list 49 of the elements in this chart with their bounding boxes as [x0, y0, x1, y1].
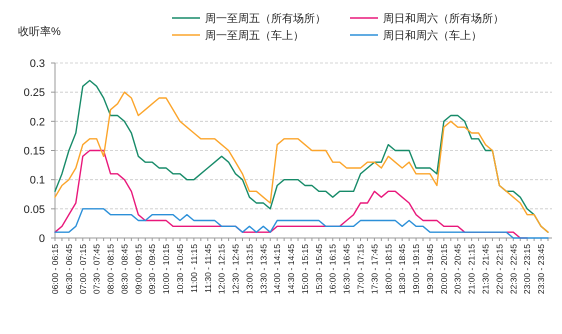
y-axis-title: 收听率%	[18, 25, 61, 38]
x-tick-label: 11:00 - 11:15	[188, 244, 199, 293]
x-tick-label: 21:00 - 21:15	[466, 244, 477, 294]
y-tick-label: 0.3	[30, 58, 45, 70]
x-tick-label: 22:30 - 22:45	[508, 244, 518, 294]
x-tick-label: 17:00 - 17:15	[356, 244, 366, 294]
legend-label: 周日和周六（车上）	[383, 29, 482, 42]
y-tick-label: 0	[38, 233, 45, 245]
x-tick-label: 10:00 - 10:15	[161, 244, 172, 294]
x-tick-label: 15:30 - 15:45	[314, 244, 324, 294]
y-tick-label: 0.15	[24, 146, 45, 158]
x-tick-label: 20:00 - 20:15	[438, 244, 449, 294]
y-tick-label: 0.2	[30, 116, 45, 128]
x-tick-label: 14:30 - 14:45	[286, 244, 296, 294]
x-tick-label: 08:30 - 08:45	[119, 244, 130, 294]
x-tick-label: 18:00 - 18:15	[383, 244, 394, 294]
x-tick-label: 06:30 - 06:45	[64, 244, 74, 294]
x-tick-label: 16:30 - 16:45	[342, 244, 352, 294]
x-tick-label: 07:30 - 07:45	[92, 244, 102, 294]
legend-label: 周日和周六（所有场所）	[383, 12, 504, 25]
x-tick-label: 13:00 - 13:15	[244, 244, 254, 294]
x-tick-label: 18:30 - 18:45	[397, 244, 408, 294]
x-tick-label: 11:30 - 11:45	[202, 244, 213, 293]
x-tick-label: 20:30 - 20:45	[452, 244, 463, 294]
x-tick-label: 16:00 - 16:15	[328, 244, 338, 294]
x-tick-label: 19:00 - 19:15	[411, 244, 422, 294]
legend-label: 周一至周五（所有场所）	[205, 12, 326, 25]
x-tick-label: 23:00 - 23:15	[522, 244, 532, 294]
x-tick-label: 07:00 - 07:15	[78, 244, 88, 294]
x-tick-label: 14:00 - 14:15	[272, 244, 282, 294]
x-tick-label: 09:00 - 09:15	[133, 244, 144, 294]
legend-label: 周一至周五（车上）	[205, 29, 304, 42]
y-tick-label: 0.05	[24, 204, 45, 216]
x-tick-label: 19:30 - 19:45	[424, 244, 435, 294]
x-tick-label: 06:00 - 06:15	[50, 244, 60, 294]
y-tick-label: 0.25	[24, 87, 45, 100]
x-tick-label: 12:00 - 12:15	[216, 244, 227, 294]
x-tick-label: 09:30 - 09:45	[147, 244, 158, 294]
x-tick-label: 10:30 - 10:45	[174, 244, 185, 294]
x-tick-label: 15:00 - 15:15	[300, 244, 310, 294]
y-tick-label: 0.1	[30, 174, 45, 187]
x-tick-label: 21:30 - 21:45	[480, 244, 491, 294]
x-tick-label: 23:30 - 23:45	[536, 244, 546, 294]
x-tick-label: 12:30 - 12:45	[230, 244, 241, 294]
x-tick-label: 13:30 - 13:45	[258, 244, 268, 294]
x-tick-label: 17:30 - 17:45	[369, 244, 380, 294]
x-tick-label: 22:00 - 22:15	[494, 244, 504, 294]
line-series	[54, 208, 549, 239]
x-tick-label: 08:00 - 08:15	[106, 244, 116, 294]
